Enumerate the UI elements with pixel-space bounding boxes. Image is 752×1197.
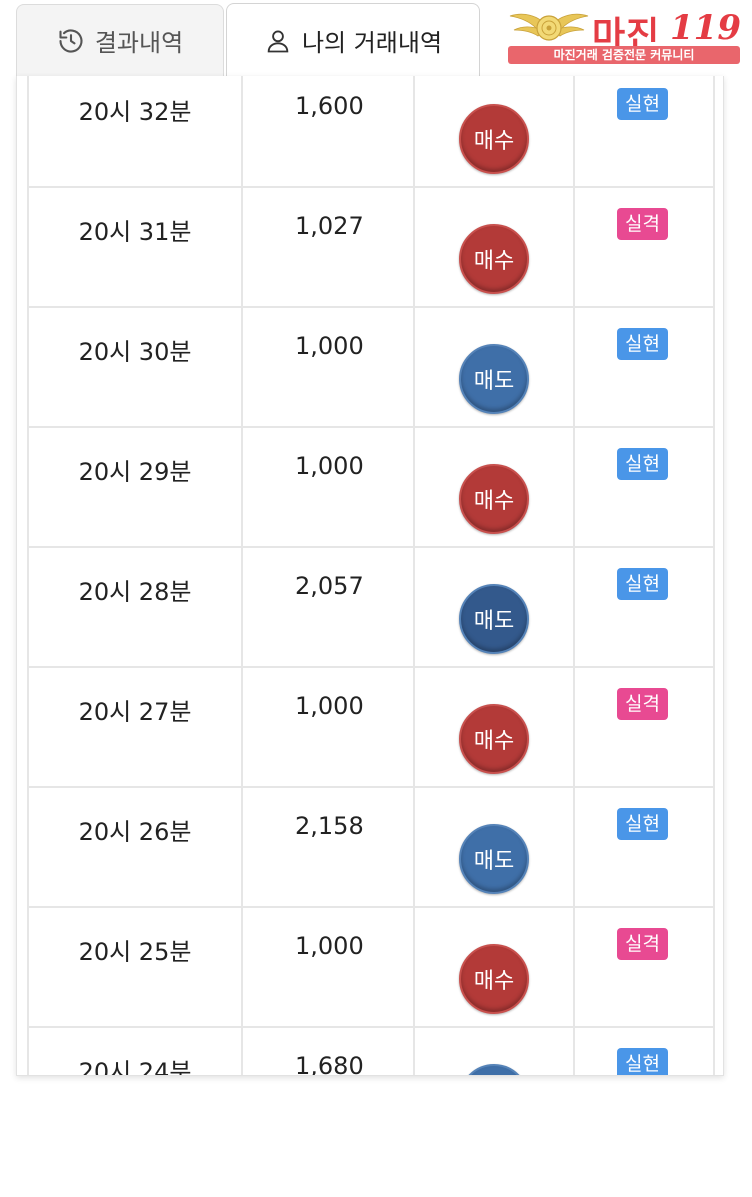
- tab-results-label: 결과내역: [94, 29, 184, 57]
- amount-cell: 1,027: [241, 188, 413, 306]
- result-badge: 실격: [617, 208, 668, 240]
- result-badge: 실현: [617, 328, 668, 360]
- trade-time: 20시 28분: [78, 578, 192, 606]
- logo-number: 119: [670, 8, 741, 48]
- trade-time: 20시 25분: [78, 938, 192, 966]
- trade-history-table: 20시 32분 1,600 매수 실현 20시 31분 1,027 매수 실격 …: [27, 76, 715, 1076]
- table-row: 20시 26분 2,158 매도 실현: [27, 786, 715, 906]
- amount-cell: 1,000: [241, 668, 413, 786]
- time-cell: 20시 28분: [27, 548, 241, 666]
- result-cell: 실현: [573, 788, 715, 906]
- tab-my-trades-label: 나의 거래내역: [301, 29, 443, 57]
- result-badge: 실현: [617, 808, 668, 840]
- result-cell: 실현: [573, 1028, 715, 1075]
- tab-results[interactable]: 결과내역: [16, 4, 224, 76]
- trade-side-badge: 매수: [459, 464, 529, 534]
- amount-cell: 1,000: [241, 428, 413, 546]
- winged-emblem-icon: [509, 13, 589, 41]
- amount-cell: 2,057: [241, 548, 413, 666]
- result-cell: 실격: [573, 188, 715, 306]
- result-cell: 실현: [573, 548, 715, 666]
- trade-time: 20시 29분: [78, 458, 192, 486]
- side-cell: 매도: [413, 308, 573, 426]
- trade-side-badge: 매수: [459, 704, 529, 774]
- trade-time: 20시 31분: [78, 218, 192, 246]
- time-cell: 20시 26분: [27, 788, 241, 906]
- result-cell: 실현: [573, 428, 715, 546]
- result-badge: 실격: [617, 928, 668, 960]
- trade-time: 20시 26분: [78, 818, 192, 846]
- result-cell: 실격: [573, 908, 715, 1026]
- table-row: 20시 28분 2,057 매도 실현: [27, 546, 715, 666]
- site-logo[interactable]: 마진 119 마진거래 검증전문 커뮤니티: [508, 8, 741, 64]
- tab-bar: 결과내역 나의 거래내역: [16, 0, 724, 77]
- trade-amount: 2,057: [295, 572, 364, 600]
- result-cell: 실현: [573, 308, 715, 426]
- trade-amount: 1,027: [295, 212, 364, 240]
- trade-amount: 1,680: [295, 1052, 364, 1076]
- side-cell: 매수: [413, 188, 573, 306]
- trade-history-panel: 20시 32분 1,600 매수 실현 20시 31분 1,027 매수 실격 …: [16, 76, 724, 1076]
- time-cell: 20시 24분: [27, 1028, 241, 1076]
- table-row: 20시 25분 1,000 매수 실격: [27, 906, 715, 1026]
- trade-side-badge: 매도: [459, 584, 529, 654]
- trade-side-badge: 매도: [459, 1064, 529, 1075]
- amount-cell: 1,000: [241, 908, 413, 1026]
- side-cell: 매도: [413, 548, 573, 666]
- trade-side-badge: 매수: [459, 224, 529, 294]
- time-cell: 20시 29분: [27, 428, 241, 546]
- result-badge: 실현: [617, 448, 668, 480]
- time-cell: 20시 25분: [27, 908, 241, 1026]
- amount-cell: 1,600: [241, 76, 413, 186]
- trade-amount: 1,000: [295, 332, 364, 360]
- trade-amount: 1,000: [295, 932, 364, 960]
- time-cell: 20시 32분: [27, 76, 241, 186]
- time-cell: 20시 31분: [27, 188, 241, 306]
- table-row: 20시 32분 1,600 매수 실현: [27, 76, 715, 186]
- trade-side-badge: 매도: [459, 344, 529, 414]
- table-row: 20시 29분 1,000 매수 실현: [27, 426, 715, 546]
- trade-time: 20시 27분: [78, 698, 192, 726]
- amount-cell: 2,158: [241, 788, 413, 906]
- table-row: 20시 31분 1,027 매수 실격: [27, 186, 715, 306]
- amount-cell: 1,000: [241, 308, 413, 426]
- time-cell: 20시 30분: [27, 308, 241, 426]
- table-row: 20시 24분 1,680 매도 실현: [27, 1026, 715, 1076]
- side-cell: 매도: [413, 1028, 573, 1075]
- tab-my-trades[interactable]: 나의 거래내역: [226, 3, 480, 77]
- trade-amount: 1,000: [295, 692, 364, 720]
- result-badge: 실현: [617, 1048, 668, 1075]
- result-badge: 실현: [617, 88, 668, 120]
- history-icon: [59, 28, 83, 53]
- trade-amount: 2,158: [295, 812, 364, 840]
- side-cell: 매수: [413, 668, 573, 786]
- trade-side-badge: 매수: [459, 944, 529, 1014]
- trade-side-badge: 매도: [459, 824, 529, 894]
- table-row: 20시 30분 1,000 매도 실현: [27, 306, 715, 426]
- side-cell: 매수: [413, 76, 573, 186]
- side-cell: 매수: [413, 428, 573, 546]
- result-badge: 실격: [617, 688, 668, 720]
- trade-amount: 1,000: [295, 452, 364, 480]
- result-badge: 실현: [617, 568, 668, 600]
- logo-tagline: 마진거래 검증전문 커뮤니티: [508, 46, 740, 64]
- trade-time: 20시 24분: [78, 1058, 192, 1076]
- trade-side-badge: 매수: [459, 104, 529, 174]
- time-cell: 20시 27분: [27, 668, 241, 786]
- user-icon: [267, 30, 289, 52]
- side-cell: 매수: [413, 908, 573, 1026]
- table-row: 20시 27분 1,000 매수 실격: [27, 666, 715, 786]
- result-cell: 실현: [573, 76, 715, 186]
- amount-cell: 1,680: [241, 1028, 413, 1076]
- side-cell: 매도: [413, 788, 573, 906]
- result-cell: 실격: [573, 668, 715, 786]
- trade-time: 20시 32분: [78, 98, 192, 126]
- trade-time: 20시 30분: [78, 338, 192, 366]
- trade-amount: 1,600: [295, 92, 364, 120]
